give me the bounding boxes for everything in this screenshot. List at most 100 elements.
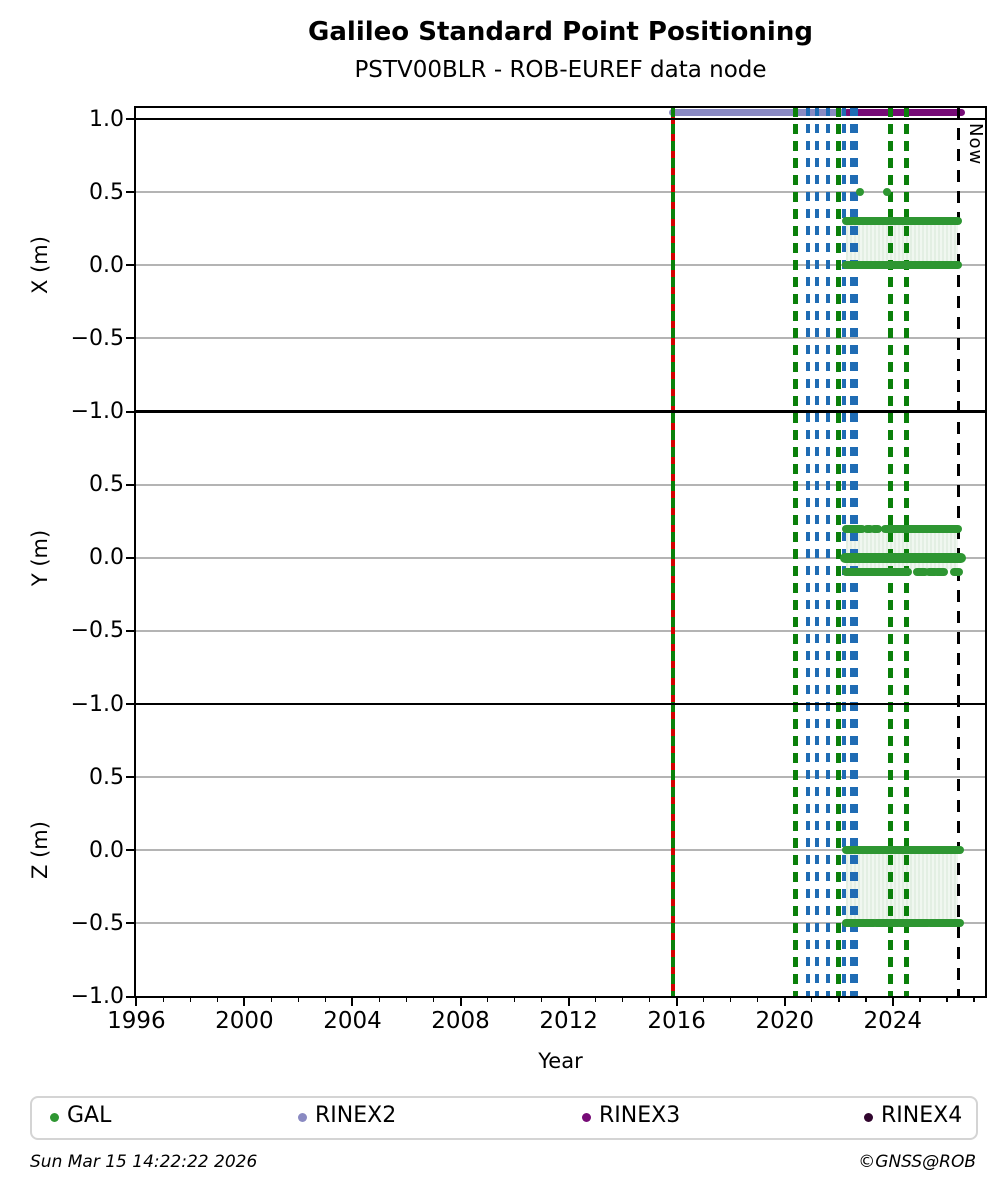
y-tick xyxy=(126,337,135,340)
x-tick-minor xyxy=(702,997,705,1002)
subplot-boundary xyxy=(135,117,986,121)
x-tick-minor xyxy=(946,997,948,1002)
legend-label-gal: GAL xyxy=(67,1103,112,1128)
x-tick-minor xyxy=(324,997,327,1002)
gal-band xyxy=(933,568,949,577)
gal-band xyxy=(841,919,878,928)
y-tick-label: −0.5 xyxy=(70,618,124,644)
subplot-boundary xyxy=(135,410,986,413)
x-tick-label: 2024 xyxy=(863,1008,923,1034)
x-axis-label: Year xyxy=(538,1049,583,1073)
rinex-span-rinex2 xyxy=(668,109,853,116)
legend-label-rinex4: RINEX4 xyxy=(881,1103,963,1128)
x-tick-minor xyxy=(216,997,219,1002)
x-tick-minor xyxy=(486,997,489,1002)
x-tick-label: 2012 xyxy=(539,1008,598,1034)
y-tick xyxy=(126,264,135,267)
gridline xyxy=(135,556,986,559)
gal-band xyxy=(925,568,939,577)
gridline xyxy=(135,849,986,852)
x-tick-minor xyxy=(729,997,732,1002)
x-tick-minor xyxy=(162,997,165,1002)
gal-band xyxy=(925,919,965,928)
event-vline-green xyxy=(904,107,910,997)
x-tick-major xyxy=(459,997,462,1006)
gal-band xyxy=(841,524,866,533)
event-vline-epoch xyxy=(670,107,675,997)
gal-band xyxy=(863,524,874,533)
gal-band xyxy=(880,524,962,533)
y-tick xyxy=(126,191,135,194)
event-vline-blue xyxy=(815,107,820,997)
event-vline-blue xyxy=(854,107,859,997)
gridline xyxy=(135,483,986,486)
legend-marker-rinex3 xyxy=(582,1113,591,1122)
page-subtitle: PSTV00BLR - ROB-EUREF data node xyxy=(354,57,767,83)
x-tick-minor xyxy=(838,997,840,1002)
gal-band xyxy=(896,919,932,928)
event-vline-green xyxy=(793,107,799,997)
y-tick xyxy=(126,849,135,852)
y-tick-label: 1.0 xyxy=(89,106,124,132)
axis-spine-bottom xyxy=(134,995,987,999)
x-tick-major xyxy=(675,997,678,1006)
legend-marker-gal xyxy=(50,1113,59,1122)
y-tick-label: 0.0 xyxy=(89,252,124,278)
x-tick-label: 2008 xyxy=(431,1008,490,1034)
gridline xyxy=(135,776,986,779)
gal-band xyxy=(949,568,963,577)
gal-band xyxy=(841,846,965,855)
page-title: Galileo Standard Point Positioning xyxy=(308,17,813,47)
y-tick xyxy=(126,776,135,779)
gal-band xyxy=(841,261,962,270)
x-tick-major xyxy=(783,997,786,1006)
y-axis-label: X (m) xyxy=(28,236,52,295)
x-tick-minor xyxy=(810,997,813,1002)
legend-label-rinex2: RINEX2 xyxy=(315,1103,397,1128)
credit-text: ©GNSS@ROB xyxy=(858,1152,976,1172)
y-axis-label: Y (m) xyxy=(28,529,52,586)
x-tick-minor xyxy=(648,997,651,1002)
x-tick-minor xyxy=(405,997,408,1002)
timestamp-text: Sun Mar 15 14:22:22 2026 xyxy=(30,1152,258,1172)
x-tick-minor xyxy=(540,997,543,1002)
legend-marker-rinex4 xyxy=(864,1113,873,1122)
gridline xyxy=(135,629,986,632)
event-vline-blue xyxy=(805,107,810,997)
gal-fill-band xyxy=(845,224,958,263)
y-tick-label: 0.5 xyxy=(89,472,124,498)
x-tick-label: 2004 xyxy=(323,1008,382,1034)
x-tick-minor xyxy=(378,997,381,1002)
legend-marker-rinex2 xyxy=(298,1113,307,1122)
x-tick-label: 2000 xyxy=(215,1008,274,1034)
y-tick-label: 0.0 xyxy=(89,837,124,863)
x-tick-minor xyxy=(919,997,921,1002)
gridline xyxy=(135,337,986,340)
gridline xyxy=(135,191,986,194)
y-axis-label: Z (m) xyxy=(28,821,52,880)
event-vline-now xyxy=(957,107,961,997)
legend-label-rinex3: RINEX3 xyxy=(599,1103,681,1128)
axis-spine-top xyxy=(134,105,987,109)
x-tick-minor xyxy=(621,997,624,1002)
event-vline-green xyxy=(836,107,842,997)
y-tick xyxy=(126,703,135,705)
y-tick-label: 0.5 xyxy=(89,764,124,790)
y-tick-label: −1.0 xyxy=(70,691,124,717)
now-label: Now xyxy=(964,123,986,166)
axis-spine-right xyxy=(984,107,988,997)
event-vline-blue xyxy=(826,107,831,997)
gal-point xyxy=(883,188,892,197)
x-tick-label: 2016 xyxy=(647,1008,706,1034)
x-tick-major xyxy=(135,997,138,1006)
x-tick-major xyxy=(567,997,570,1006)
gal-fill-band xyxy=(845,853,958,921)
gal-fill-band xyxy=(845,531,958,570)
y-tick xyxy=(126,556,135,559)
x-tick-minor xyxy=(189,997,192,1002)
y-tick-label: 0.0 xyxy=(89,545,124,571)
axis-spine-left xyxy=(133,107,137,997)
gal-band xyxy=(840,552,966,563)
legend: GAL RINEX2 RINEX3 RINEX4 xyxy=(30,1096,978,1140)
